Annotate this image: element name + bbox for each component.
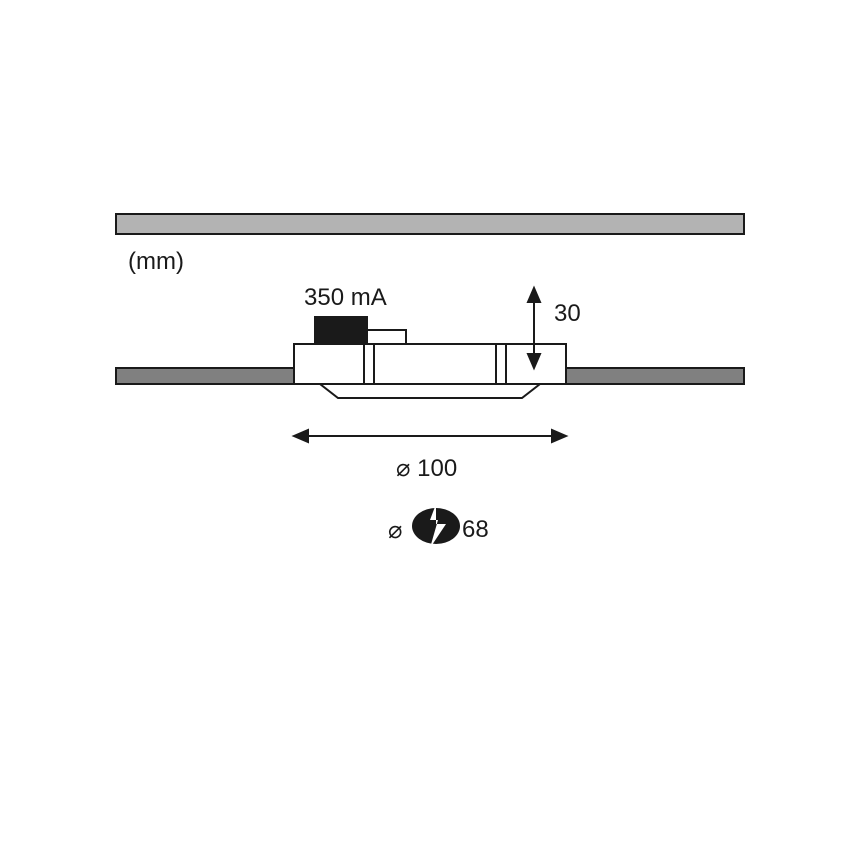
depth-value: 30 (554, 300, 581, 328)
dim-arrow-diameter (294, 430, 566, 442)
current-label: 350 mA (304, 284, 387, 312)
dim-arrow-depth (528, 288, 540, 368)
mount-surface-left (116, 368, 294, 384)
cutout-value: 68 (462, 516, 489, 544)
connector-wire (368, 330, 406, 344)
diagram-svg (0, 0, 868, 868)
cutout-icon (412, 504, 460, 548)
luminaire-rim (320, 384, 540, 398)
luminaire-body (294, 344, 566, 384)
diameter-label: ⌀ 100 (396, 454, 457, 483)
connector-block (314, 316, 368, 344)
ceiling-bar (116, 214, 744, 234)
units-label: (mm) (128, 248, 184, 276)
diagram-canvas: (mm) 350 mA 30 ⌀ 100 ⌀ 68 (0, 0, 868, 868)
cutout-prefix: ⌀ (388, 516, 402, 545)
mount-surface-right (566, 368, 744, 384)
